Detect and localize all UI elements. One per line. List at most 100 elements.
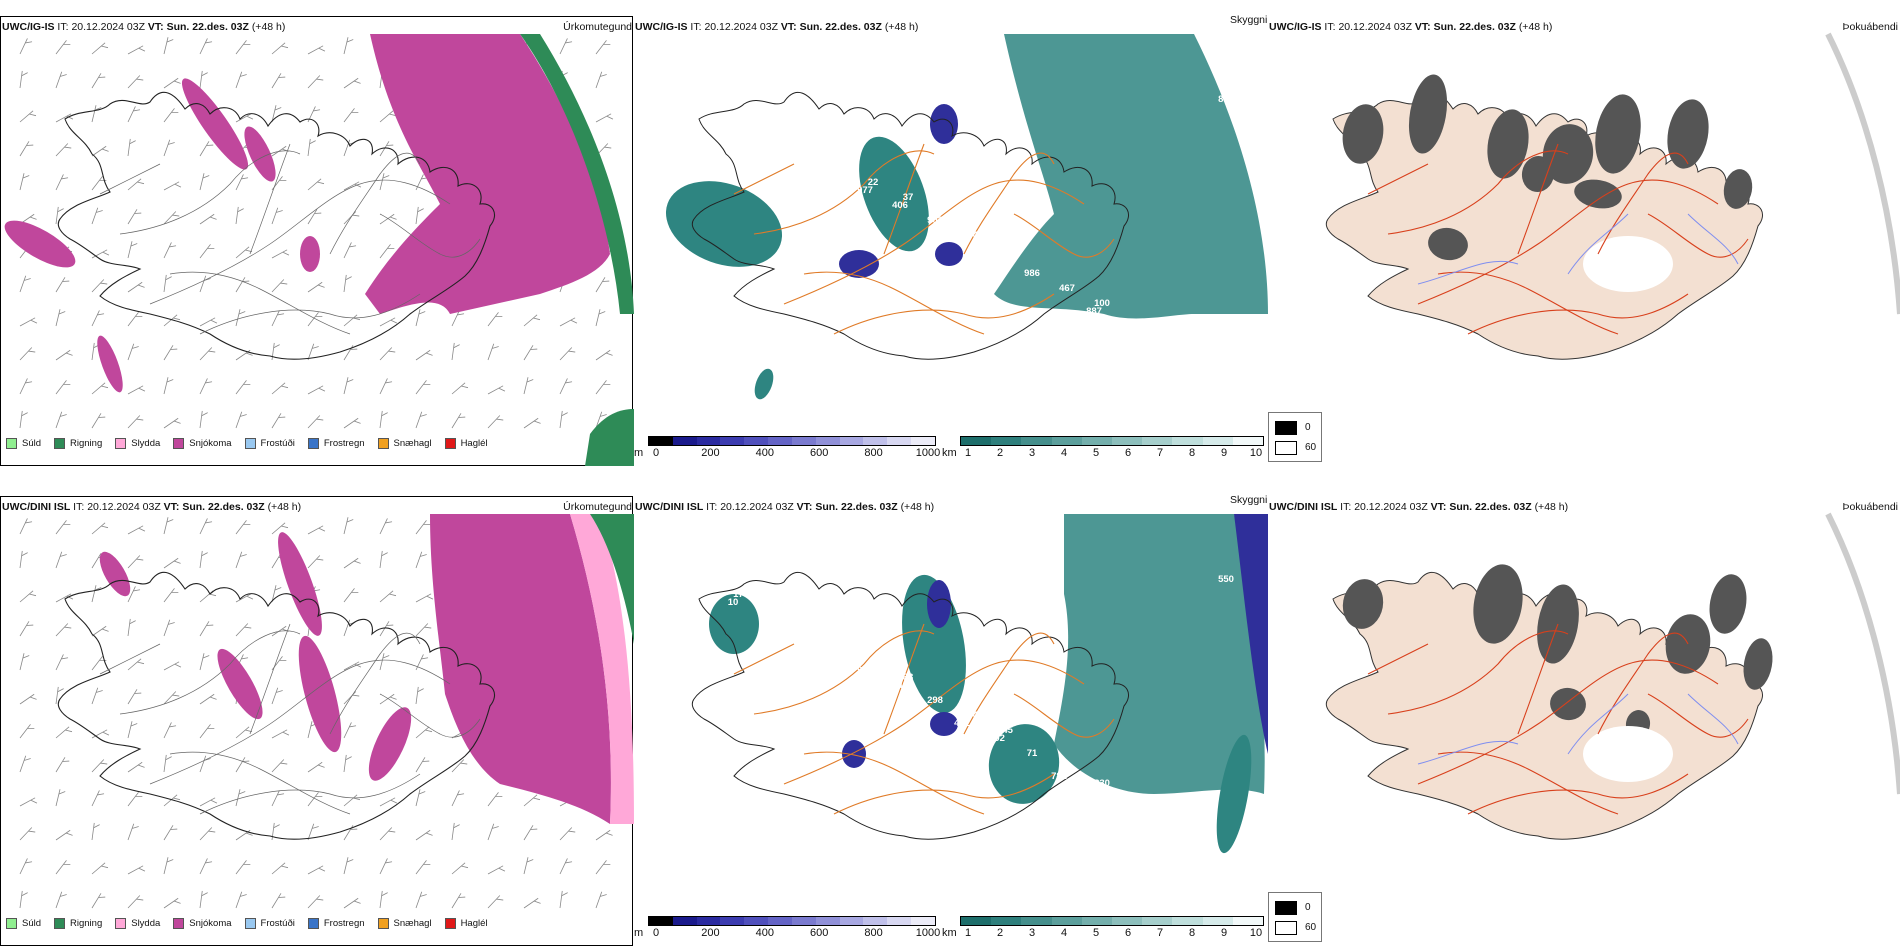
legend-label: Slydda	[131, 438, 161, 449]
legend-item: Slydda	[115, 918, 160, 929]
wind-barb	[379, 410, 388, 429]
colorbar-strip	[960, 916, 1264, 926]
wind-barb	[415, 349, 433, 361]
legend-swatch	[377, 918, 389, 929]
colorbar-cell	[911, 437, 935, 445]
wind-barb	[307, 106, 321, 123]
low-cloud-area	[842, 740, 866, 768]
fog-index-patch	[1428, 227, 1468, 261]
legend-label: Frostregn	[323, 438, 365, 449]
colorbar-cell	[720, 437, 745, 445]
wind-barb	[55, 277, 70, 293]
wind-barb	[19, 70, 28, 89]
wind-barb	[199, 693, 217, 705]
wind-barb	[163, 108, 179, 123]
wind-barb	[127, 343, 139, 361]
wind-barb	[343, 857, 354, 875]
colorbar-tick-label: 1	[964, 447, 972, 459]
colorbar-cell	[649, 437, 673, 445]
wind-barb	[19, 797, 38, 807]
value-label: 83	[1062, 763, 1073, 774]
panel-header: UWC/DINI ISL IT: 20.12.2024 03Z VT: Sun.…	[635, 501, 935, 513]
colorbar-cell	[911, 917, 935, 925]
wind-barb	[415, 686, 424, 705]
fog-panel-2: UWC/DINI ISL IT: 20.12.2024 03Z VT: Sun.…	[1268, 494, 1900, 946]
road-line	[169, 751, 351, 815]
wind-barb	[19, 141, 34, 157]
wind-barb	[307, 385, 326, 395]
value-label: 422	[954, 718, 970, 729]
legend-label: Haglél	[460, 918, 488, 929]
wind-barb	[451, 790, 465, 807]
value-label: 392	[795, 147, 811, 158]
colorbar-cell	[991, 917, 1022, 925]
colorbar-tick-label: 5	[1092, 447, 1100, 459]
wind-barb	[451, 382, 469, 395]
colorbar-cell	[1172, 437, 1203, 445]
colorbar-cell	[649, 917, 673, 925]
wind-barb	[523, 345, 538, 361]
fog-legend-label: 60	[1305, 922, 1317, 933]
wind-barb	[271, 73, 286, 89]
wind-barb	[19, 827, 36, 841]
wind-barb	[343, 794, 361, 807]
value-label: 71	[1027, 748, 1038, 759]
fog-index-legend-2: 0 60	[1268, 892, 1322, 942]
wind-barb	[379, 244, 395, 259]
value-label: 364	[962, 230, 979, 241]
wind-barb	[127, 792, 143, 807]
road-line	[199, 773, 421, 815]
wind-barb	[415, 789, 426, 807]
colorbar-cell	[1172, 917, 1203, 925]
coastline	[57, 571, 495, 840]
wind-barb	[595, 277, 610, 293]
panel-header: UWC/DINI ISL IT: 20.12.2024 03Z VT: Sun.…	[2, 501, 302, 513]
colorbar-tick-label: 2	[996, 447, 1004, 459]
wind-barb	[55, 726, 73, 739]
colorbar-strip	[648, 916, 936, 926]
legend-label: Súld	[22, 438, 42, 449]
precip-legend: Súld Rigning Slydda Snjókoma Frostúði Frostre…	[6, 438, 501, 449]
wind-barb	[91, 656, 107, 671]
wind-barb	[559, 410, 568, 429]
wind-barb	[127, 618, 136, 637]
wind-barb	[163, 754, 172, 773]
low-visibility-area	[988, 724, 1060, 804]
colorbar-cell	[744, 437, 769, 445]
wind-barb	[127, 312, 143, 327]
wind-barb	[343, 377, 354, 395]
wind-barb	[163, 345, 178, 361]
wind-barb	[163, 242, 177, 259]
legend-item: Rigning	[54, 438, 102, 449]
value-label: 992	[989, 733, 1005, 744]
snow-band	[181, 78, 249, 170]
visibility-colorbar-2: km 1 2 3 4 5 6 7 8 9 10	[942, 916, 1268, 946]
cloud-visibility-panel-2: UWC/DINI ISL IT: 20.12.2024 03Z VT: Sun.…	[634, 494, 1268, 946]
colorbar-tick-label: 3	[1028, 447, 1036, 459]
wind-barb	[127, 895, 144, 909]
precip-map	[4, 34, 634, 466]
coastline	[691, 571, 1129, 840]
value-label: 522	[1183, 359, 1199, 370]
wind-barb	[163, 417, 181, 429]
road-line	[733, 643, 795, 675]
colorbar-tick-label: 7	[1156, 447, 1164, 459]
snow-band	[300, 236, 320, 272]
colorbar-tick-label: 5	[1092, 927, 1100, 939]
wind-barb	[199, 410, 208, 429]
wind-barb	[379, 590, 397, 603]
domain-edge	[1825, 512, 1900, 795]
wind-barb	[127, 106, 141, 123]
wind-barb	[127, 689, 142, 705]
low-visibility-area	[709, 594, 759, 654]
legend-item: Frostúði	[244, 918, 295, 929]
wind-barb	[19, 410, 28, 429]
wind-barb	[91, 382, 109, 395]
wind-barb	[91, 176, 107, 191]
wind-barb	[415, 593, 434, 603]
wind-barb	[271, 42, 289, 55]
colorbar-cell	[791, 917, 816, 925]
colorbar-tick-label: 800	[864, 447, 883, 459]
colorbar-tick-label: 4	[1060, 927, 1068, 939]
colorbar-cell	[672, 437, 697, 445]
